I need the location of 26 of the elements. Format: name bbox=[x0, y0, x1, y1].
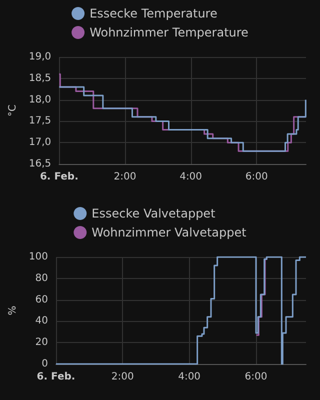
y-tick-label: 40 bbox=[35, 316, 48, 327]
y-tick-label: 60 bbox=[35, 294, 48, 306]
x-tick-label: 4:00 bbox=[180, 172, 202, 182]
x-tick-label: 2:00 bbox=[111, 372, 134, 382]
y-tick-label: 80 bbox=[35, 272, 48, 284]
x-tick-label: 6. Feb. bbox=[40, 172, 78, 182]
y-tick-label: 17,5 bbox=[28, 116, 52, 127]
y-tick-label: 18,0 bbox=[28, 94, 52, 106]
legend-label: Wohnzimmer Temperature bbox=[90, 26, 248, 40]
x-tick-label: 2:00 bbox=[114, 172, 136, 182]
legend-label: Wohnzimmer Valvetappet bbox=[92, 226, 247, 240]
legend-label: Essecke Valvetappet bbox=[92, 206, 216, 220]
y-tick-label: 17,0 bbox=[28, 137, 52, 148]
x-tick-label: 4:00 bbox=[178, 372, 201, 382]
x-tick-label: 6:00 bbox=[244, 372, 268, 382]
y-tick-label: 20 bbox=[35, 337, 48, 348]
y-tick-label: 0 bbox=[42, 358, 48, 370]
x-tick-label: 6. Feb. bbox=[36, 372, 76, 382]
y-axis-title: °C bbox=[8, 104, 18, 116]
y-axis-title: % bbox=[8, 306, 18, 316]
x-tick-label: 6:00 bbox=[245, 172, 268, 182]
y-tick-label: 18,5 bbox=[28, 72, 52, 84]
y-tick-label: 100 bbox=[28, 252, 48, 262]
legend-label: Essecke Temperature bbox=[90, 6, 218, 20]
y-tick-label: 19,0 bbox=[28, 52, 52, 62]
y-tick-label: 16,5 bbox=[28, 158, 52, 170]
